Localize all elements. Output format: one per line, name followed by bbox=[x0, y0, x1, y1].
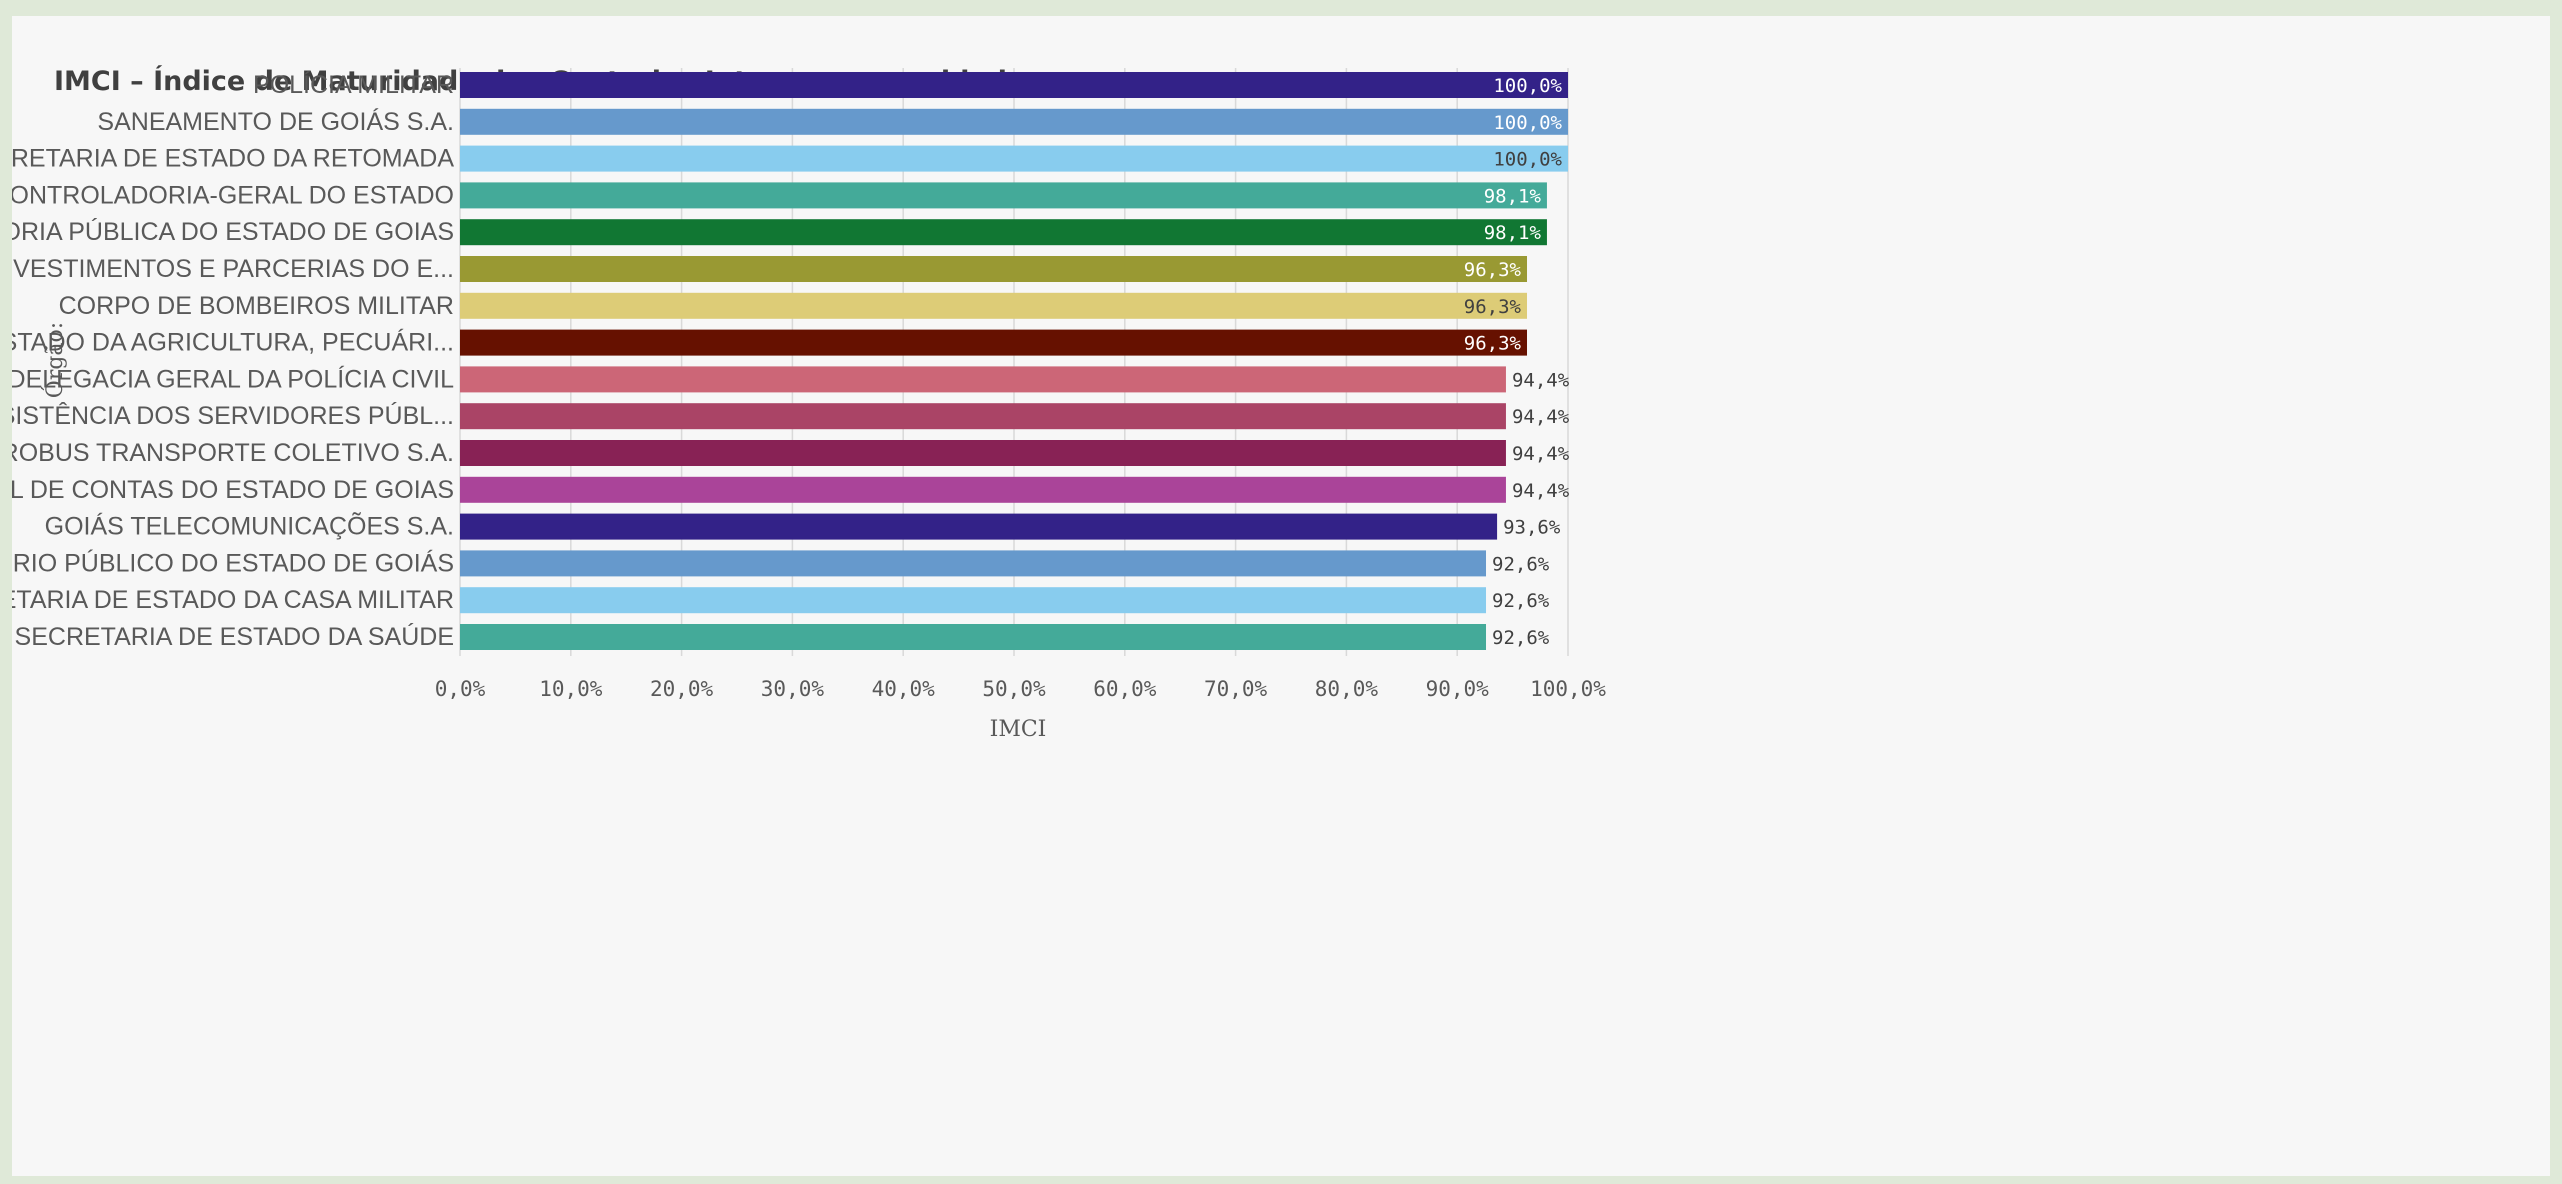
x-tick-label: 0,0% bbox=[435, 677, 486, 701]
y-axis-title: Órgão: bbox=[41, 322, 68, 398]
category-label: GOIÁS TELECOMUNICAÇÕES S.A. bbox=[45, 512, 454, 541]
x-axis-title: IMCI bbox=[990, 717, 1047, 742]
data-label: 92,6% bbox=[1492, 553, 1550, 575]
bar[interactable] bbox=[460, 366, 1506, 393]
bar-chart[interactable]: POLÍCIA MILITAR 100,0% SANEAMENTO DE GOIÁS… bbox=[12, 16, 2550, 1176]
bar[interactable] bbox=[460, 292, 1528, 319]
data-label: 100,0% bbox=[1493, 149, 1562, 171]
data-label: 98,1% bbox=[1484, 222, 1542, 244]
x-tick-label: 60,0% bbox=[1093, 677, 1157, 701]
category-label: SECRETARIA DE ESTADO DA CASA MILITAR bbox=[12, 586, 454, 614]
data-label: 100,0% bbox=[1493, 112, 1562, 134]
data-label: 94,4% bbox=[1512, 443, 1570, 465]
bar[interactable] bbox=[460, 145, 1568, 172]
chart-card: IMCI – Índice de Maturidade dos Controle… bbox=[12, 16, 2550, 1176]
data-label: 96,3% bbox=[1464, 296, 1522, 318]
bar[interactable] bbox=[460, 624, 1487, 650]
bar[interactable] bbox=[460, 108, 1568, 135]
category-label: METROBUS TRANSPORTE COLETIVO S.A. bbox=[12, 439, 454, 467]
data-label: 94,4% bbox=[1512, 480, 1570, 502]
x-tick-label: 50,0% bbox=[982, 677, 1046, 701]
data-label: 94,4% bbox=[1512, 369, 1570, 391]
category-label: POLÍCIA MILITAR bbox=[253, 70, 454, 99]
bar[interactable] bbox=[460, 219, 1547, 246]
x-tick-label: 20,0% bbox=[650, 677, 714, 701]
bar[interactable] bbox=[460, 72, 1568, 98]
category-label: DEFENSORIA PÚBLICA DO ESTADO DE GOIAS bbox=[12, 217, 454, 246]
bar[interactable] bbox=[460, 513, 1498, 540]
x-tick-label: 90,0% bbox=[1426, 677, 1490, 701]
category-label: SANEAMENTO DE GOIÁS S.A. bbox=[97, 107, 454, 136]
x-tick-label: 100,0% bbox=[1530, 677, 1606, 701]
data-label: 94,4% bbox=[1512, 406, 1570, 428]
bar[interactable] bbox=[460, 476, 1506, 503]
x-tick-label: 40,0% bbox=[872, 677, 936, 701]
x-tick-label: 10,0% bbox=[539, 677, 603, 701]
bar[interactable] bbox=[460, 182, 1547, 209]
bar[interactable] bbox=[460, 587, 1487, 614]
category-label: SECRETARIA DE ESTADO DA SAÚDE bbox=[15, 622, 454, 651]
category-label: MINISTÉRIO PÚBLICO DO ESTADO DE GOIÁS bbox=[12, 548, 454, 577]
data-label: 92,6% bbox=[1492, 590, 1550, 612]
category-label: DELEGACIA GERAL DA POLÍCIA CIVIL bbox=[12, 364, 454, 393]
x-tick-label: 30,0% bbox=[761, 677, 825, 701]
bar[interactable] bbox=[460, 550, 1487, 577]
data-label: 96,3% bbox=[1464, 333, 1522, 355]
category-label: INSTITUTO DE ASSISTÊNCIA DOS SERVIDORES … bbox=[12, 401, 454, 430]
category-label: CORPO DE BOMBEIROS MILITAR bbox=[59, 292, 454, 320]
bar[interactable] bbox=[460, 403, 1506, 430]
data-label: 100,0% bbox=[1493, 75, 1562, 97]
bar[interactable] bbox=[460, 329, 1528, 356]
data-label: 98,1% bbox=[1484, 185, 1542, 207]
x-tick-label: 70,0% bbox=[1204, 677, 1268, 701]
data-label: 93,6% bbox=[1503, 517, 1561, 539]
bar[interactable] bbox=[460, 256, 1528, 282]
bar[interactable] bbox=[460, 440, 1506, 466]
x-tick-label: 80,0% bbox=[1315, 677, 1379, 701]
category-label: SECRETARIA DE ESTADO DA RETOMADA bbox=[12, 145, 454, 173]
category-label: CONTROLADORIA-GERAL DO ESTADO bbox=[12, 181, 454, 209]
data-label: 96,3% bbox=[1464, 259, 1522, 281]
category-label: COMPANHIA DE INVESTIMENTOS E PARCERIAS D… bbox=[12, 255, 454, 283]
data-label: 92,6% bbox=[1492, 627, 1550, 649]
category-label: TRIBUNAL DE CONTAS DO ESTADO DE GOIAS bbox=[12, 476, 454, 504]
category-label: SECRETARIA DE ESTADO DA AGRICULTURA, PEC… bbox=[12, 328, 454, 357]
